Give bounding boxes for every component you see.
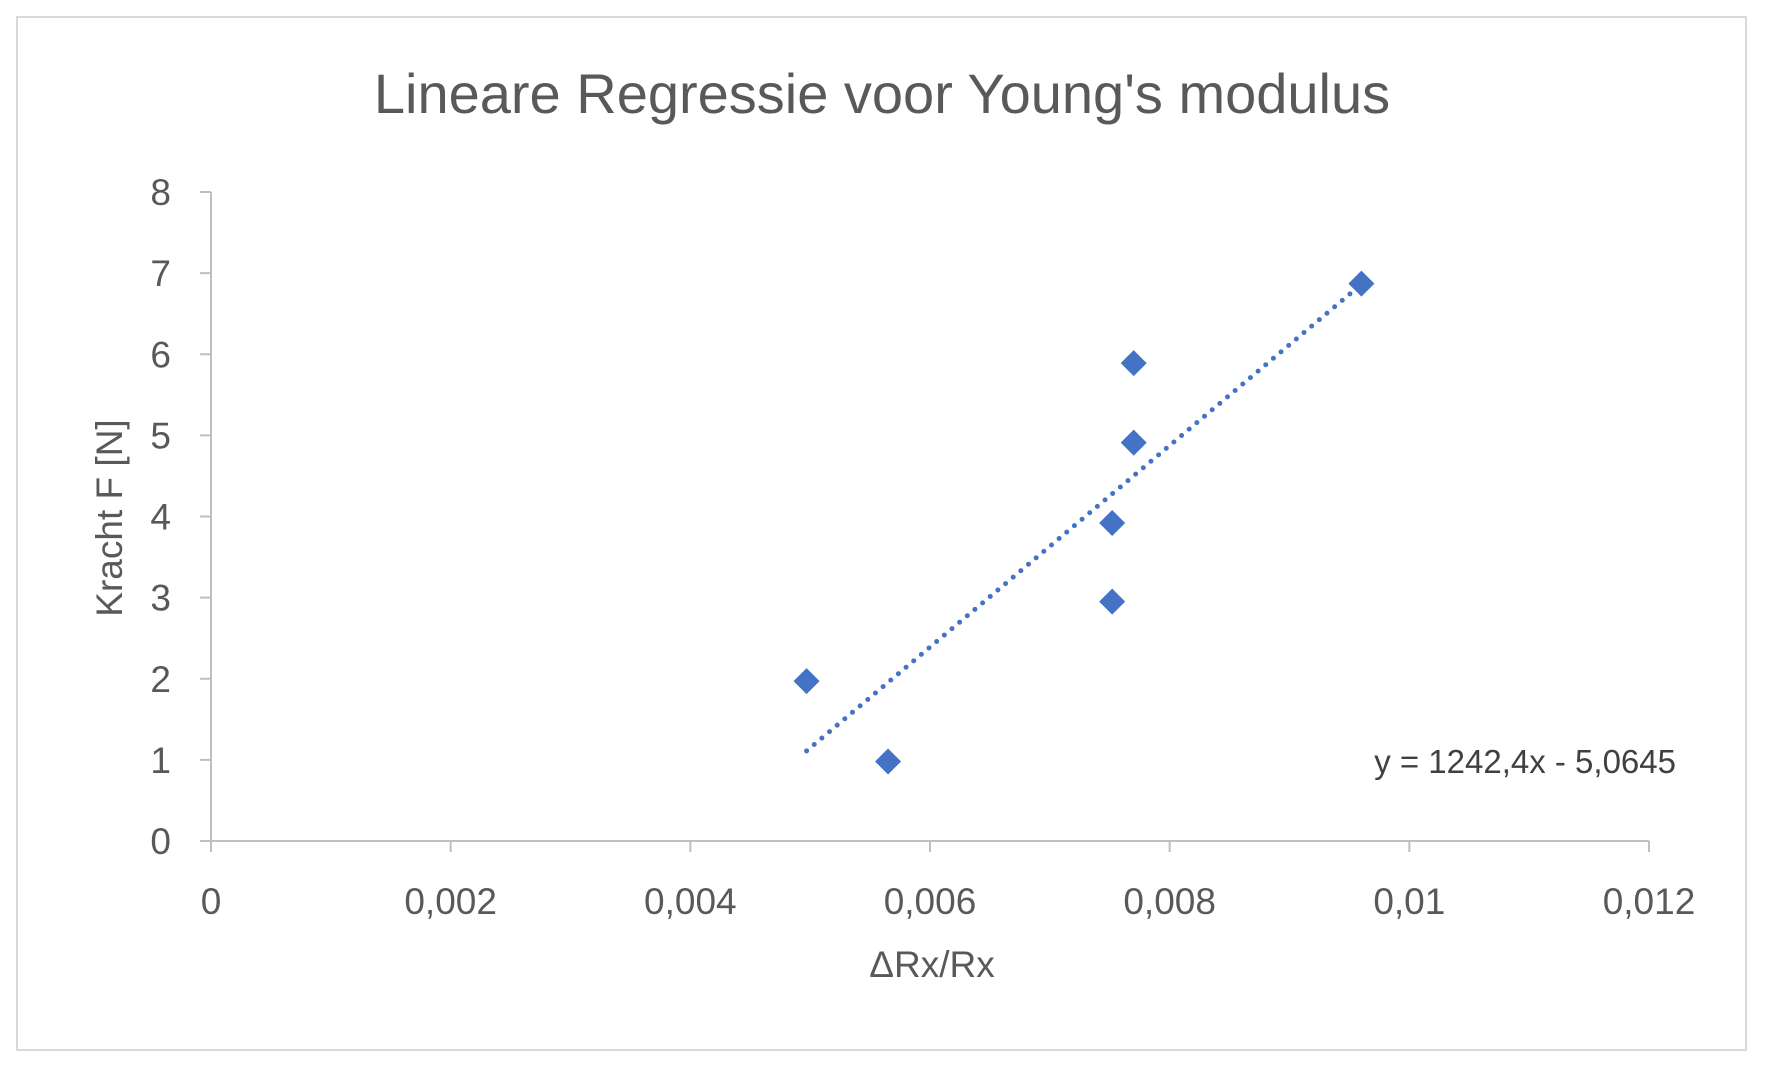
x-tick-label: 0,004 xyxy=(644,881,737,922)
x-tick-label: 0,01 xyxy=(1373,881,1445,922)
data-point xyxy=(1099,588,1126,615)
y-tick-label: 6 xyxy=(150,334,171,375)
chart-title: Lineare Regressie voor Young's modulus xyxy=(374,62,1390,125)
trendline xyxy=(804,281,1364,754)
y-axis-title: Kracht F [N] xyxy=(89,419,130,616)
y-tick-label: 3 xyxy=(150,578,171,619)
plot-area: 0 0,002 0,004 0,006 0,008 0,01 0,012 0 1 2 3 4 5 6 7 8 xyxy=(150,172,1695,922)
x-axis-title: ΔRx/Rx xyxy=(869,944,995,985)
x-tick-label: 0,002 xyxy=(404,881,497,922)
data-point xyxy=(793,668,820,695)
x-tick-label: 0,012 xyxy=(1603,881,1696,922)
chart-frame xyxy=(16,16,1747,1051)
x-tick-label: 0,008 xyxy=(1123,881,1216,922)
y-tick-label: 2 xyxy=(150,659,171,700)
data-point xyxy=(1099,509,1126,536)
y-tick-label: 4 xyxy=(150,497,171,538)
y-tick-label: 5 xyxy=(150,415,171,456)
trendline-equation: y = 1242,4x - 5,0645 xyxy=(1374,743,1676,780)
y-tick-label: 7 xyxy=(150,253,171,294)
data-point xyxy=(1348,270,1375,297)
y-tick-label: 1 xyxy=(150,740,171,781)
y-tick-label: 8 xyxy=(150,172,171,213)
data-point xyxy=(875,748,902,775)
x-tick-label: 0 xyxy=(201,881,222,922)
data-point xyxy=(1120,350,1147,377)
x-tick-label: 0,006 xyxy=(884,881,977,922)
y-tick-label: 0 xyxy=(150,821,171,862)
data-point xyxy=(1120,429,1147,456)
